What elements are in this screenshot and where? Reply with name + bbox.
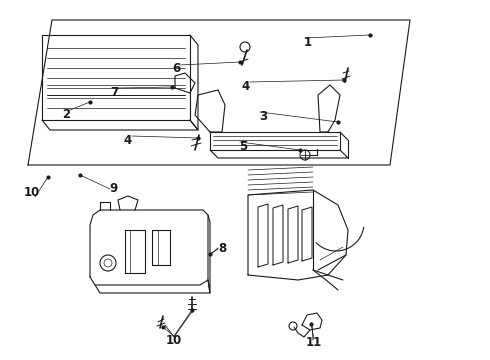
Text: 8: 8 [218,242,226,255]
Text: 4: 4 [242,80,250,93]
Text: 6: 6 [172,63,180,76]
Text: 10: 10 [166,333,182,346]
Text: 5: 5 [239,139,247,153]
Text: 4: 4 [124,134,132,147]
Text: 7: 7 [110,85,118,99]
Text: 11: 11 [306,337,322,350]
Text: 1: 1 [304,36,312,49]
Text: 10: 10 [24,185,40,198]
Text: 3: 3 [259,109,267,122]
Text: 9: 9 [109,181,117,194]
Text: 2: 2 [62,108,70,121]
